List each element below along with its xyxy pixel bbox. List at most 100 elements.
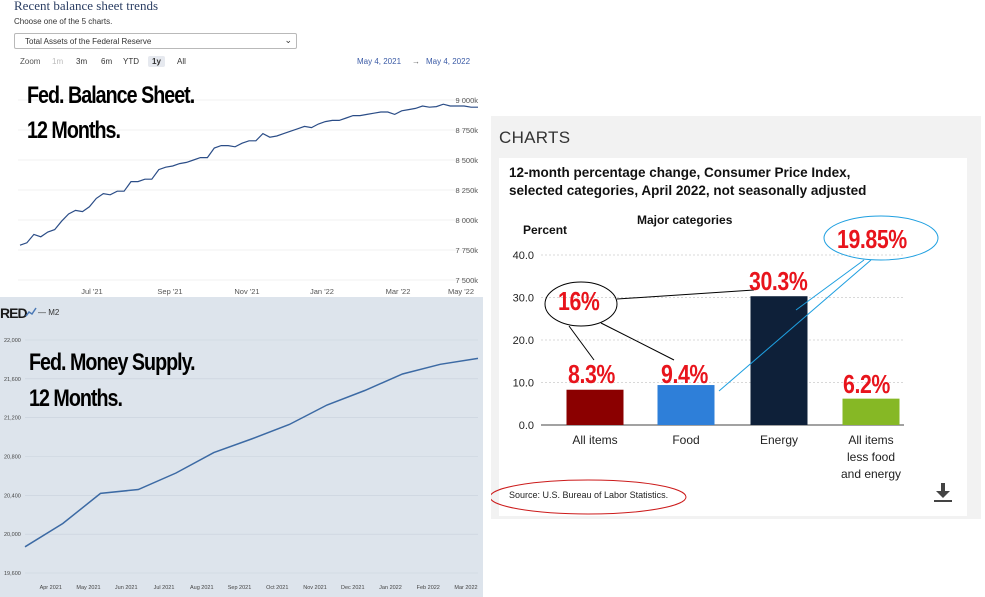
cpi-title-line1: 12-month percentage change, Consumer Pri… <box>509 165 851 180</box>
m2-x-tick: Feb 2022 <box>417 585 440 591</box>
balance-y-tick: 8 250k <box>455 186 478 195</box>
cpi-y-axis-label: Percent <box>523 223 568 237</box>
cpi-bar <box>566 389 624 425</box>
cpi-title-line2: selected categories, April 2022, not sea… <box>509 183 867 198</box>
cpi-x-tick: less food <box>847 450 895 464</box>
zoom-3m-button[interactable]: 3m <box>76 57 88 66</box>
m2-y-tick: 21,200 <box>4 416 21 422</box>
cpi-bar-chart: 0.0 10.0 20.0 30.0 40.0 All items Food Energy Al… <box>513 250 904 481</box>
date-range-arrow: → <box>412 57 420 66</box>
balance-panel-subtitle: Choose one of the 5 charts. <box>14 17 113 26</box>
money-overlay-line1: Fed. Money Supply. <box>29 349 196 376</box>
charts-header: CHARTS <box>499 128 571 147</box>
m2-x-tick: Dec 2021 <box>341 585 365 591</box>
chart-select-value: Total Assets of the Federal Reserve <box>25 37 152 46</box>
cpi-y-tick: 40.0 <box>513 250 534 262</box>
series-label: — M2 <box>38 308 60 317</box>
balance-y-tick: 8 000k <box>455 216 478 225</box>
balance-sheet-panel: Recent balance sheet trends Choose one o… <box>0 0 485 297</box>
balance-x-tick: Jul '21 <box>81 287 102 296</box>
m2-y-tick: 20,000 <box>4 532 21 538</box>
download-icon[interactable] <box>931 480 955 504</box>
cpi-x-tick: and energy <box>841 467 901 481</box>
m2-x-tick: Jun 2021 <box>115 585 138 591</box>
balance-overlay-line1: Fed. Balance Sheet. <box>27 82 195 109</box>
m2-y-tick: 21,600 <box>4 377 21 383</box>
cpi-x-tick: All items <box>848 433 893 447</box>
arrow-16-to-food <box>600 322 675 361</box>
cpi-panel: CHARTS 12-month percentage change, Consu… <box>491 116 981 519</box>
m2-x-tick: May 2021 <box>76 585 100 591</box>
annotation-all-items: 8.3% <box>568 359 615 389</box>
cpi-x-tick: All items <box>572 433 617 447</box>
cpi-y-tick: 30.0 <box>513 293 534 305</box>
source-circle-annotation <box>491 479 687 515</box>
cpi-x-tick: Food <box>672 433 699 447</box>
cpi-chart-title: 12-month percentage change, Consumer Pri… <box>509 164 866 200</box>
m2-x-tick: Mar 2022 <box>454 585 477 591</box>
money-supply-chart: 19,600 20,000 20,400 20,800 21,200 21,600 22,0… <box>4 338 479 591</box>
zoom-1m-button[interactable]: 1m <box>52 57 64 66</box>
balance-x-tick: Jan '22 <box>310 287 334 296</box>
balance-x-tick: Mar '22 <box>386 287 411 296</box>
cpi-bar <box>657 385 715 425</box>
balance-x-tick: Nov '21 <box>234 287 259 296</box>
balance-x-tick: Sep '21 <box>157 287 182 296</box>
arrow-1985-to-energy <box>795 259 865 311</box>
circle-16-annotation <box>544 281 618 327</box>
balance-panel-title: Recent balance sheet trends <box>14 0 159 13</box>
annotation-food: 9.4% <box>661 359 708 389</box>
m2-y-tick: 20,800 <box>4 455 21 461</box>
fred-chart-icon <box>25 307 37 317</box>
m2-x-tick: Sep 2021 <box>228 585 252 591</box>
zoom-1y-button[interactable]: 1y <box>148 56 165 67</box>
m2-x-tick: Aug 2021 <box>190 585 214 591</box>
fred-logo: RED <box>0 305 28 321</box>
balance-y-tick: 7 750k <box>455 246 478 255</box>
balance-y-tick: 8 500k <box>455 156 478 165</box>
cpi-y-tick: 0.0 <box>519 420 534 432</box>
chart-select-dropdown[interactable]: Total Assets of the Federal Reserve ⌄ <box>14 33 297 49</box>
balance-x-tick: May '22 <box>448 287 474 296</box>
cpi-y-tick: 10.0 <box>513 378 534 390</box>
balance-overlay-line2: 12 Months. <box>27 117 121 144</box>
m2-x-tick: Jul 2021 <box>154 585 175 591</box>
zoom-6m-button[interactable]: 6m <box>101 57 113 66</box>
balance-y-tick: 7 500k <box>455 276 478 285</box>
annotation-1985: 19.85% <box>837 224 907 254</box>
chevron-down-icon: ⌄ <box>284 35 292 45</box>
balance-series-line <box>19 103 478 246</box>
circle-1985-annotation <box>823 215 939 261</box>
m2-y-tick: 19,600 <box>4 571 21 577</box>
cpi-bar <box>842 398 900 425</box>
balance-y-tick: 9 000k <box>455 96 478 105</box>
annotation-layer <box>491 215 939 515</box>
balance-y-tick: 8 750k <box>455 126 478 135</box>
arrow-16-to-energy <box>616 289 755 300</box>
m2-x-tick: Oct 2021 <box>266 585 288 591</box>
m2-series-line <box>24 357 479 548</box>
m2-x-tick: Nov 2021 <box>303 585 327 591</box>
cpi-bar <box>750 296 808 425</box>
money-supply-panel: RED — M2 19,600 20,000 20,400 20,800 21,200 2… <box>0 297 483 597</box>
m2-x-tick: Jan 2022 <box>379 585 402 591</box>
cpi-y-tick: 20.0 <box>513 335 534 347</box>
zoom-ytd-button[interactable]: YTD <box>123 57 139 66</box>
arrow-1985-to-food <box>718 259 872 392</box>
balance-sheet-chart: 7 500k 7 750k 8 000k 8 250k 8 500k 8 750k 9 00… <box>18 96 478 296</box>
arrow-16-to-all-items <box>568 325 595 361</box>
date-range-to[interactable]: May 4, 2022 <box>426 57 471 66</box>
zoom-label: Zoom <box>20 57 41 66</box>
zoom-all-button[interactable]: All <box>177 57 186 66</box>
annotation-core: 6.2% <box>843 369 890 399</box>
date-range-from[interactable]: May 4, 2021 <box>357 57 402 66</box>
annotation-16: 16% <box>558 286 600 316</box>
cpi-x-tick: Energy <box>760 433 798 447</box>
m2-x-tick: Apr 2021 <box>40 585 62 591</box>
cpi-subtitle: Major categories <box>637 213 733 227</box>
m2-y-tick: 22,000 <box>4 338 21 344</box>
source-note: Source: U.S. Bureau of Labor Statistics. <box>509 490 669 500</box>
m2-y-tick: 20,400 <box>4 493 21 499</box>
money-overlay-line2: 12 Months. <box>29 385 123 412</box>
annotation-energy: 30.3% <box>749 266 808 296</box>
